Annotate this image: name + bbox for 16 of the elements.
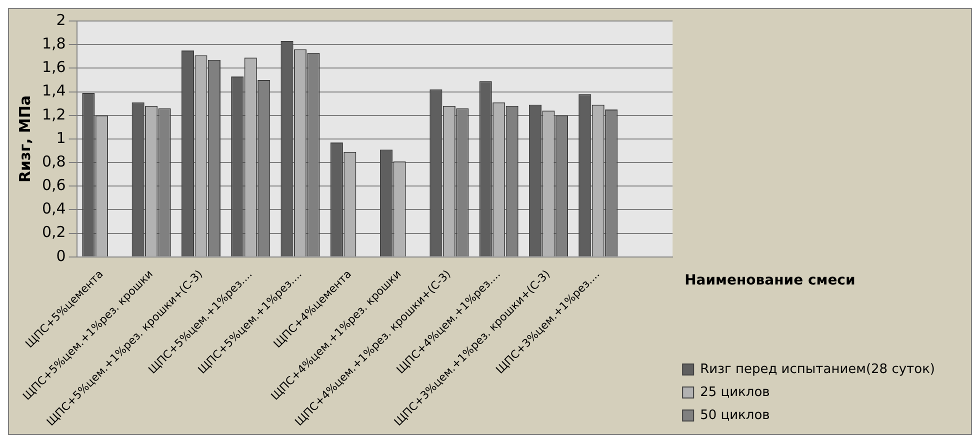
y-axis-title: Rизг, МПа: [16, 95, 34, 183]
legend-label: 50 циклов: [700, 408, 770, 423]
legend-label: 25 циклов: [700, 384, 770, 400]
y-tick-label: 0,8: [42, 152, 66, 170]
y-tick-label: 1,2: [42, 105, 66, 124]
y-tick-label: 1: [56, 128, 66, 147]
legend-label: Rизг перед испытанием(28 суток): [700, 362, 936, 377]
x-axis-title: Наименование смеси: [684, 272, 856, 289]
y-tick-label: 0,4: [42, 200, 66, 218]
y-tick-label: 0,6: [42, 176, 66, 194]
y-tick-label: 0: [56, 246, 66, 265]
y-tick-label: 1,4: [42, 82, 66, 100]
y-tick-label: 2: [56, 10, 66, 29]
y-tick-label: 0,2: [42, 223, 66, 242]
y-tick-label: 1,6: [42, 58, 66, 76]
y-tick-label: 1,8: [42, 34, 66, 52]
